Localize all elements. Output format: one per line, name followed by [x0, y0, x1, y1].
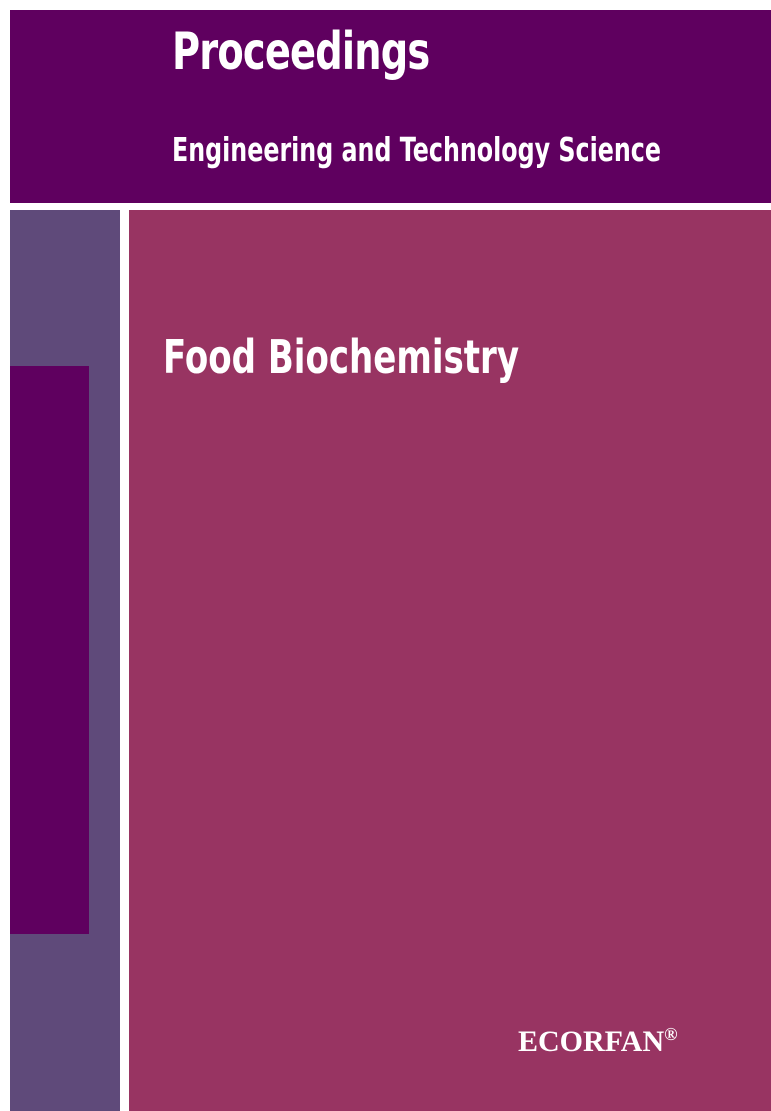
publisher-name: ECORFAN: [518, 1025, 665, 1058]
registered-mark: ®: [664, 1024, 678, 1044]
header-band: [10, 10, 771, 203]
subtitle: Engineering and Technology Science: [172, 130, 661, 169]
publisher: ECORFAN®: [518, 1024, 678, 1059]
side-bar: [10, 366, 89, 934]
book-title: Food Biochemistry: [163, 330, 520, 384]
main-panel: [129, 210, 771, 1111]
title: Proceedings: [172, 22, 430, 82]
